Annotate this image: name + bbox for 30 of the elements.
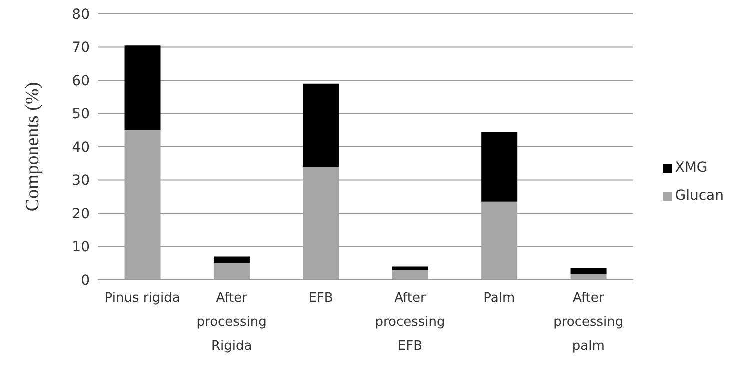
y-tick-label: 10 (72, 240, 90, 256)
bar (214, 256, 250, 264)
y-tick-label: 30 (72, 173, 90, 190)
bar (570, 268, 607, 274)
x-tick-label: After processing Rigida (196, 291, 267, 354)
bar (570, 274, 607, 280)
y-tick-label: 20 (72, 206, 90, 222)
bar (214, 263, 250, 280)
legend-label: Glucan (675, 188, 724, 204)
y-tick-label: 0 (81, 272, 90, 289)
bar (124, 46, 161, 130)
x-tick-label: Palm (484, 291, 516, 306)
x-tick-label: After processing palm (554, 291, 624, 354)
bar (392, 270, 428, 280)
x-tick-label: EFB (308, 291, 334, 306)
bar (303, 166, 340, 280)
legend-label: XMG (675, 160, 708, 176)
y-tick-label: 70 (72, 40, 90, 56)
y-tick-label: 80 (72, 6, 90, 23)
x-tick-label: After processing EFB (375, 291, 446, 354)
y-tick-label: 60 (72, 73, 90, 90)
x-tick-label: Pinus rigida (104, 291, 180, 306)
y-axis-title: Components (%) (22, 82, 44, 212)
bar (303, 84, 340, 167)
bar (482, 132, 518, 202)
y-tick-label: 40 (72, 140, 90, 156)
bar (392, 266, 428, 270)
bar (124, 130, 161, 280)
y-tick-label: 50 (72, 106, 90, 123)
bar (482, 202, 518, 280)
